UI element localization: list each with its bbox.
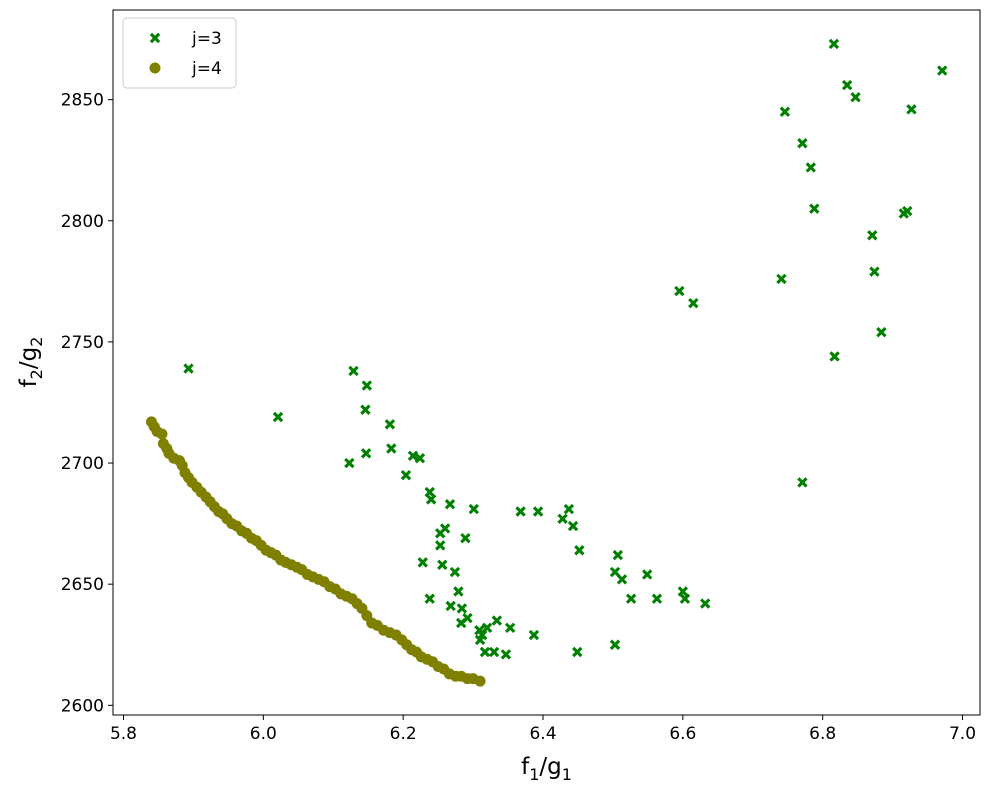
x-tick-label: 6.6 [669, 724, 696, 744]
data-point [360, 448, 372, 459]
y-tick-label: 2800 [61, 212, 104, 232]
x-tick-label: 6.0 [250, 724, 277, 744]
series-2 [145, 416, 486, 687]
legend-label: j=3 [191, 29, 222, 49]
data-point [612, 549, 624, 561]
x-tick-label: 6.4 [529, 724, 556, 744]
data-point [674, 285, 685, 297]
data-point [407, 450, 419, 461]
data-point [417, 557, 428, 568]
data-point [776, 273, 787, 285]
data-point [797, 477, 808, 488]
data-point [609, 639, 621, 650]
legend-marker [149, 62, 161, 74]
data-point [797, 138, 808, 149]
data-point [455, 617, 467, 629]
data-point [445, 600, 456, 612]
data-point [414, 452, 426, 464]
y-tick-label: 2750 [61, 333, 104, 353]
data-point [902, 205, 913, 217]
x-tick-label: 7.0 [949, 724, 976, 744]
data-point [850, 92, 861, 103]
data-point [937, 65, 948, 76]
data-point [651, 593, 663, 604]
data-point [474, 675, 486, 687]
data-point [557, 513, 568, 524]
y-tick-label: 2600 [61, 696, 104, 716]
data-point [906, 104, 917, 115]
data-point [515, 506, 526, 517]
data-point [474, 634, 486, 646]
data-point [348, 365, 359, 377]
data-point [841, 79, 853, 91]
data-point [679, 593, 691, 604]
data-point [272, 411, 284, 423]
data-point [567, 520, 579, 532]
data-point [625, 593, 637, 604]
data-point [435, 540, 446, 551]
data-point [479, 646, 491, 658]
x-axis: 5.8 6.0 6.2 6.4 6.6 6.8 7.0 [110, 715, 976, 744]
series-1 [183, 38, 948, 660]
data-point [424, 486, 435, 498]
data-point [183, 363, 194, 374]
data-point [677, 586, 689, 597]
y-axis: 2600 2650 2700 2750 2800 2850 [61, 91, 113, 716]
data-point [460, 532, 471, 544]
data-point [700, 598, 711, 609]
data-point [572, 646, 583, 658]
data-point [437, 559, 448, 570]
data-point [400, 469, 412, 481]
data-point [532, 506, 544, 517]
data-point [449, 566, 461, 578]
data-point [609, 566, 621, 578]
data-point [779, 106, 791, 117]
data-point [867, 230, 878, 241]
data-point [528, 629, 540, 641]
data-point [491, 615, 503, 626]
data-point [439, 523, 451, 534]
data-point [828, 38, 840, 50]
plot-frame [112, 9, 981, 716]
y-tick-label: 2650 [61, 575, 104, 595]
y-tick-label: 2700 [61, 454, 104, 474]
legend-marker [149, 32, 161, 44]
data-point [876, 327, 887, 338]
data-point [563, 503, 575, 515]
data-point [481, 622, 493, 633]
x-tick-label: 6.2 [390, 724, 417, 744]
data-point [616, 574, 628, 585]
data-point [361, 380, 373, 391]
series-layer [145, 38, 948, 687]
data-point [425, 494, 437, 505]
legend-label: j=4 [191, 59, 222, 79]
data-point [688, 297, 699, 309]
data-point [386, 443, 397, 454]
y-tick-label: 2850 [61, 91, 104, 111]
x-axis-label: f1/g1 [521, 754, 572, 784]
data-point [641, 569, 653, 580]
data-point [504, 622, 516, 633]
data-point [829, 351, 840, 362]
data-point [488, 646, 500, 658]
data-point [156, 428, 168, 440]
data-point [500, 649, 512, 660]
data-point [456, 603, 468, 614]
data-point [344, 457, 355, 469]
data-point [444, 499, 456, 510]
y-axis-label: f2/g2 [16, 337, 46, 388]
data-point [869, 266, 880, 277]
legend: j=3 j=4 [122, 17, 237, 89]
data-point [468, 503, 479, 515]
data-point [424, 593, 435, 604]
x-tick-label: 5.8 [110, 724, 137, 744]
data-point [809, 203, 820, 214]
data-point [805, 162, 816, 173]
x-tick-label: 6.8 [809, 724, 836, 744]
data-point [384, 419, 396, 430]
data-point [360, 404, 371, 415]
data-point [453, 586, 464, 597]
data-point [574, 545, 585, 556]
